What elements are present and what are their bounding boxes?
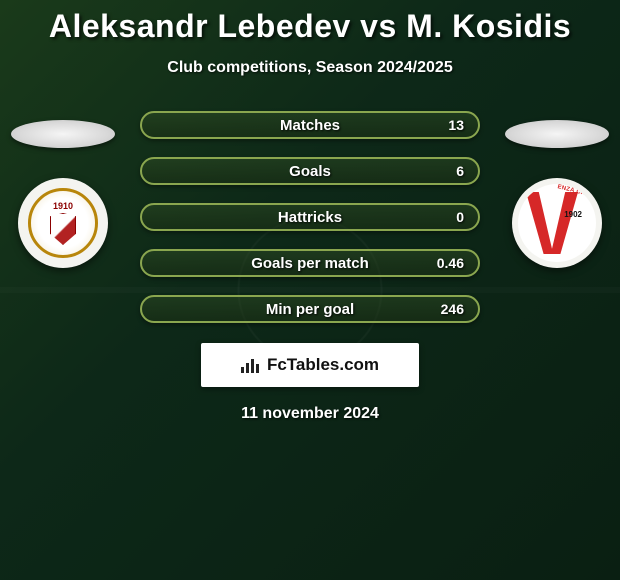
brand-box[interactable]: FcTables.com [201, 343, 419, 387]
player-right-column: ENZA CAL 1902 [502, 120, 612, 268]
page-title: Aleksandr Lebedev vs M. Kosidis [49, 8, 571, 45]
stat-label: Matches [280, 117, 340, 134]
badge-right-content: ENZA CAL 1902 [518, 184, 596, 262]
stat-label: Min per goal [266, 301, 354, 318]
badge-right-year: 1902 [564, 210, 582, 219]
stat-label: Goals per match [251, 255, 369, 272]
stat-label: Goals [289, 163, 331, 180]
club-badge-right: ENZA CAL 1902 [512, 178, 602, 268]
stat-value: 0 [456, 209, 464, 225]
stat-bar-matches: Matches 13 [140, 111, 480, 139]
brand-text: FcTables.com [267, 355, 379, 375]
player-left-photo-placeholder [11, 120, 115, 148]
subtitle: Club competitions, Season 2024/2025 [167, 59, 452, 77]
shield-icon [50, 213, 76, 245]
stat-value: 6 [456, 163, 464, 179]
stats-list: Matches 13 Goals 6 Hattricks 0 Goals per… [140, 111, 480, 323]
stat-value: 13 [448, 117, 464, 133]
bar-chart-icon [241, 357, 261, 373]
stat-bar-goals: Goals 6 [140, 157, 480, 185]
stat-bar-goals-per-match: Goals per match 0.46 [140, 249, 480, 277]
club-badge-left: 1910 [18, 178, 108, 268]
badge-left-content: 1910 [28, 188, 98, 258]
date-label: 11 november 2024 [241, 405, 379, 423]
stat-value: 0.46 [437, 255, 464, 271]
stat-label: Hattricks [278, 209, 342, 226]
player-right-photo-placeholder [505, 120, 609, 148]
stat-bar-hattricks: Hattricks 0 [140, 203, 480, 231]
stat-bar-min-per-goal: Min per goal 246 [140, 295, 480, 323]
comparison-card: Aleksandr Lebedev vs M. Kosidis Club com… [0, 0, 620, 580]
stat-value: 246 [441, 301, 464, 317]
player-left-column: 1910 [8, 120, 118, 268]
badge-left-year: 1910 [53, 201, 73, 211]
